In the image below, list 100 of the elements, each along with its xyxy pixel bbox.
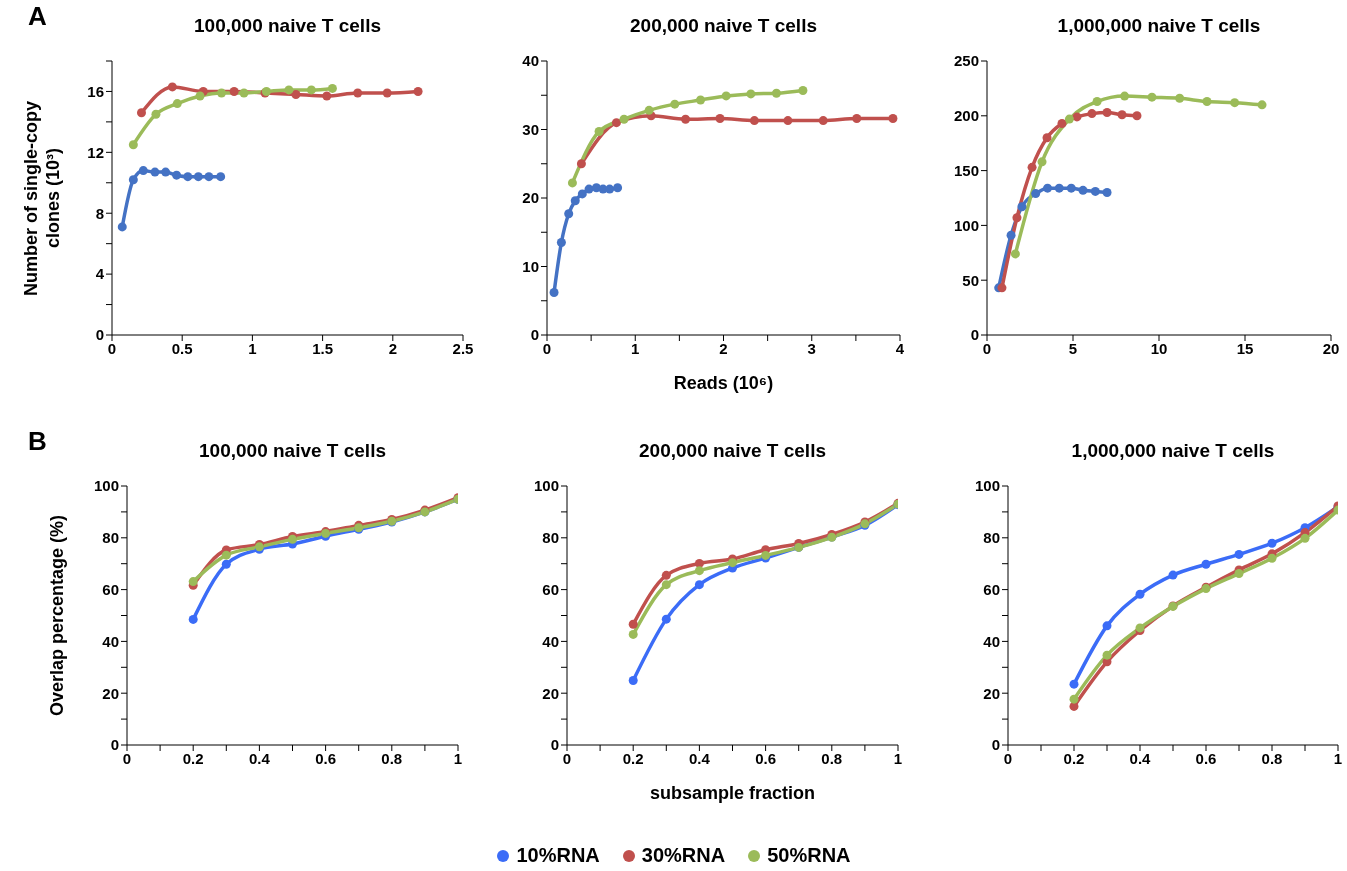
point [150, 167, 160, 177]
y-tick-label: 0 [991, 736, 1000, 754]
y-tick-label: 200 [953, 107, 979, 125]
x-tick-label: 0.8 [821, 749, 843, 767]
point [195, 91, 205, 101]
y-tick-label: 80 [983, 529, 1000, 547]
point [1078, 185, 1088, 195]
y-tick-label: 40 [522, 52, 539, 70]
y-tick-label: 0 [530, 326, 539, 344]
point [619, 114, 629, 124]
point [1132, 111, 1142, 121]
point [138, 166, 148, 176]
chart-title: 200,000 naive T cells [638, 440, 827, 462]
point [594, 127, 604, 137]
point [1037, 157, 1047, 167]
point [1027, 162, 1037, 172]
point [694, 558, 704, 568]
y-tick-label: 0 [550, 736, 559, 754]
point [1064, 114, 1074, 124]
x-tick-label: 1 [893, 749, 903, 767]
y-tick-label: 50 [962, 271, 979, 289]
point [613, 183, 623, 193]
x-tick-label: 0.6 [755, 749, 777, 767]
y-tick-label: 80 [542, 529, 559, 547]
point [1069, 694, 1079, 704]
x-tick-label: 0.8 [381, 749, 403, 767]
text: A [28, 1, 47, 32]
y-tick-label: 40 [542, 632, 559, 650]
point [284, 85, 294, 95]
text: B [28, 426, 47, 457]
x-tick-label: 20 [1322, 339, 1340, 357]
x-tick-label: 0.2 [622, 749, 644, 767]
point [888, 114, 898, 124]
point [151, 109, 161, 119]
point [681, 114, 691, 124]
y-tick-label: 60 [542, 580, 559, 598]
point [1202, 97, 1212, 107]
y-tick-label: 0 [970, 326, 979, 344]
chart-title: 1,000,000 naive T cells [1056, 15, 1262, 37]
point [661, 570, 671, 580]
x-tick-label: 1 [1333, 749, 1343, 767]
point [576, 159, 586, 169]
point [670, 99, 680, 109]
x-axis-title: subsample fraction [648, 783, 816, 804]
point [136, 108, 146, 118]
point [694, 580, 704, 590]
point [1234, 549, 1244, 559]
point [1092, 97, 1102, 107]
y-tick-label: 40 [983, 632, 1000, 650]
point [1230, 98, 1240, 108]
x-tick-label: 2 [388, 339, 397, 357]
x-tick-label: 0.5 [171, 339, 193, 357]
point [611, 118, 621, 128]
point [1087, 109, 1097, 119]
point [1057, 118, 1067, 128]
x-tick-label: 0.2 [182, 749, 204, 767]
x-tick-label: 0 [122, 749, 132, 767]
point [221, 559, 231, 569]
point [239, 88, 249, 98]
point [549, 288, 559, 298]
point [1267, 553, 1277, 563]
point [1090, 186, 1100, 196]
point [556, 238, 566, 248]
point [696, 95, 706, 105]
x-tick-label: 0.4 [248, 749, 271, 767]
point [322, 91, 332, 101]
y-tick-label: 20 [522, 189, 539, 207]
y-tick-label: 16 [87, 82, 104, 100]
x-tick-label: 0.8 [1261, 749, 1283, 767]
point [564, 209, 574, 219]
y-tick-label: 100 [93, 477, 119, 495]
point [694, 566, 704, 576]
point [1102, 108, 1112, 118]
x-tick-label: 4 [895, 339, 905, 357]
y-tick-label: 60 [102, 580, 119, 598]
y-axis-title: Number of single-copy clones (10³) [20, 99, 64, 298]
y-tick-label: 80 [102, 529, 119, 547]
point [117, 222, 127, 232]
point [172, 99, 182, 109]
y-tick-label: 30 [522, 120, 539, 138]
x-tick-label: 2 [719, 339, 728, 357]
point [1066, 183, 1076, 193]
point [193, 172, 203, 182]
x-tick-label: 0.6 [1195, 749, 1217, 767]
point [1102, 188, 1112, 198]
point [1135, 589, 1145, 599]
y-tick-label: 4 [95, 265, 105, 283]
point [1234, 569, 1244, 579]
point [577, 189, 587, 199]
point [1042, 133, 1052, 143]
point [128, 175, 138, 185]
point [567, 178, 577, 188]
point [1267, 538, 1277, 548]
point [204, 172, 214, 182]
point [413, 86, 423, 96]
y-tick-label: 60 [983, 580, 1000, 598]
y-tick-label: 250 [953, 52, 979, 70]
point [1117, 110, 1127, 120]
point [628, 619, 638, 629]
point [1010, 249, 1020, 259]
